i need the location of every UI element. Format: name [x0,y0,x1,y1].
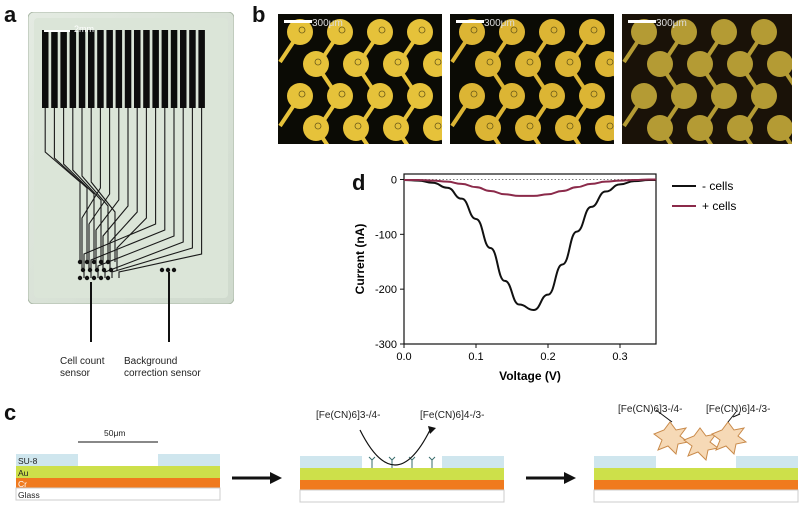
panel-letter-d: d [352,170,366,195]
legend-label-1: - cells [702,179,733,193]
scale-bar-2 [456,20,484,23]
panel-letter-c: c [4,400,17,425]
layer-label-au: Au [18,468,29,478]
redox-label-right-3: [Fe(CN)6]4-/3- [706,404,771,415]
scale-label-3: 300μm [656,18,687,29]
scale-label-2: 300μm [484,18,515,29]
chip-scale-label: 2mm [74,24,94,34]
layer-label-su8: SU-8 [18,456,38,466]
fabrication-schematic [15,409,799,503]
electrode-array-2 [450,19,614,144]
micrograph-1: 300μm [278,14,442,144]
x-tick-label: 0.2 [540,351,555,363]
redox-label-right-2: [Fe(CN)6]4-/3- [420,410,485,421]
redox-label-left-2: [Fe(CN)6]3-/4- [316,410,381,421]
scale-label-50um: 50μm [104,428,126,438]
cell-count-sensor-label: Cell count sensor [60,356,105,379]
series-line-1 [403,179,656,312]
y-tick-label: 0 [391,174,397,186]
panel-letter-b: b [252,2,266,27]
electrode-array-3 [622,14,792,144]
micrograph-2: 300μm [450,14,614,144]
process-arrow-1 [232,472,282,484]
y-tick-label: -100 [375,229,397,241]
background-leader-line [168,272,170,342]
layer-stack-3 [593,409,799,503]
layer-label-cr: Cr [18,479,27,489]
x-tick-label: 0.3 [612,351,627,363]
scale-label-1: 300μm [312,18,343,29]
panel-letter-a: a [4,2,17,27]
background-correction-label: Background correction sensor [124,356,201,379]
scale-bar-3 [628,20,656,23]
y-axis-label: Current (nA) [353,224,367,295]
electron-transfer-arrow [359,429,431,466]
chip-scale-bar [44,30,70,32]
redox-label-left-3: [Fe(CN)6]3-/4- [618,404,683,415]
legend-label-2: + cells [702,199,736,213]
scale-bar-1 [284,20,312,23]
x-axis-label: Voltage (V) [499,369,561,383]
x-tick-label: 0.0 [396,351,411,363]
micrograph-3: 300μm [622,14,792,144]
sensor-chip-drawing [27,11,235,305]
series-line-2 [404,178,656,197]
electrode-array-1 [278,19,442,144]
layer-stack-2 [299,426,505,503]
sensor-chip-photo: 2mm [27,11,235,305]
process-arrow-2 [526,472,576,484]
y-tick-label: -300 [375,339,397,351]
voltammogram-chart: 0.0 0.1 0.2 0.3 0 -100 -200 -300 - cells + cells… [353,173,736,383]
plot-frame [403,173,657,345]
layer-stack-1 [15,441,221,501]
layer-label-glass: Glass [18,490,40,500]
cell-count-leader-line [90,282,92,342]
y-tick-label: -200 [375,284,397,296]
x-tick-label: 0.1 [468,351,483,363]
